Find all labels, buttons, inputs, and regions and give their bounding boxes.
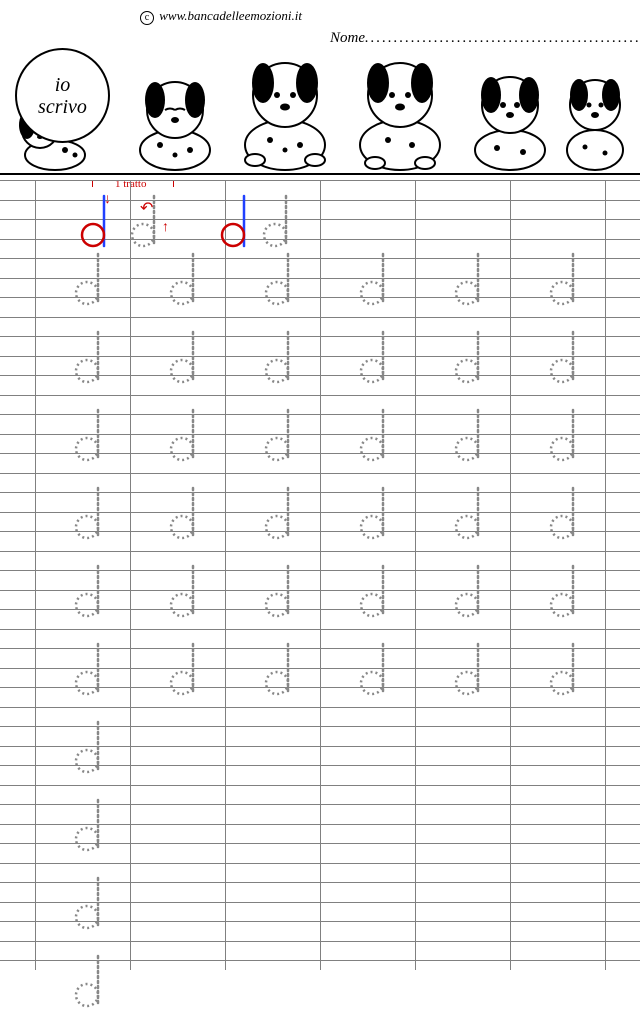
trace-letter-d	[74, 486, 106, 542]
trace-letter-d	[74, 330, 106, 386]
trace-letter-d	[549, 252, 581, 308]
trace-letter-d	[169, 252, 201, 308]
trace-letter-d	[264, 642, 296, 698]
trace-letter-d	[74, 798, 106, 854]
trace-letter-d	[169, 642, 201, 698]
grid-vline	[130, 180, 131, 970]
io-scrivo-ball: ioscrivo	[15, 48, 110, 143]
copyright-line: c www.bancadelleemozioni.it	[140, 8, 302, 25]
trace-letter-d	[549, 564, 581, 620]
trace-letter-d	[264, 564, 296, 620]
name-dots: ........................................…	[365, 30, 640, 46]
trace-letter-d	[169, 486, 201, 542]
trace-letter-d	[359, 564, 391, 620]
trace-letter-d	[359, 642, 391, 698]
trace-letter-d	[74, 954, 106, 1010]
copyright-text: www.bancadelleemozioni.it	[159, 8, 302, 23]
demo-letter-d	[220, 194, 252, 250]
puppy-icon	[550, 65, 640, 175]
demo-letter-d	[262, 194, 294, 250]
trace-letter-d	[264, 408, 296, 464]
grid-vline	[510, 180, 511, 970]
ball-text: ioscrivo	[38, 74, 87, 118]
trace-letter-d	[74, 252, 106, 308]
demo-letter-d	[130, 194, 162, 250]
trace-letter-d	[549, 486, 581, 542]
name-label: Nome	[330, 30, 365, 46]
trace-letter-d	[454, 642, 486, 698]
grid-vline	[605, 180, 606, 970]
trace-letter-d	[169, 330, 201, 386]
trace-letter-d	[549, 642, 581, 698]
puppy-icon	[340, 45, 460, 175]
trace-letter-d	[359, 408, 391, 464]
trace-letter-d	[359, 252, 391, 308]
trace-letter-d	[74, 408, 106, 464]
trace-letter-d	[454, 330, 486, 386]
trace-letter-d	[454, 564, 486, 620]
trace-letter-d	[549, 408, 581, 464]
trace-letter-d	[454, 486, 486, 542]
grid-vline	[35, 180, 36, 970]
trace-letter-d	[359, 330, 391, 386]
puppy-icon	[120, 65, 230, 175]
grid-vline	[320, 180, 321, 970]
grid-vline	[415, 180, 416, 970]
worksheet-header: c www.bancadelleemozioni.it Nome........…	[0, 0, 640, 180]
trace-letter-d	[74, 564, 106, 620]
trace-letter-d	[74, 876, 106, 932]
trace-letter-d	[169, 408, 201, 464]
trace-letter-d	[454, 408, 486, 464]
trace-letter-d	[454, 252, 486, 308]
trace-letter-d	[74, 642, 106, 698]
trace-letter-d	[264, 252, 296, 308]
puppy-icon	[455, 60, 565, 175]
trace-letter-d	[549, 330, 581, 386]
trace-letter-d	[74, 720, 106, 776]
trace-letter-d	[264, 330, 296, 386]
puppy-icon	[225, 45, 345, 175]
grid-vline	[225, 180, 226, 970]
copyright-icon: c	[140, 11, 154, 25]
trace-letter-d	[359, 486, 391, 542]
practice-grid: 1 tratto ↓ ↶ ↑	[0, 180, 640, 970]
demo-letter-d	[80, 194, 112, 250]
arrow-up-icon: ↑	[162, 220, 169, 236]
trace-letter-d	[169, 564, 201, 620]
trace-letter-d	[264, 486, 296, 542]
